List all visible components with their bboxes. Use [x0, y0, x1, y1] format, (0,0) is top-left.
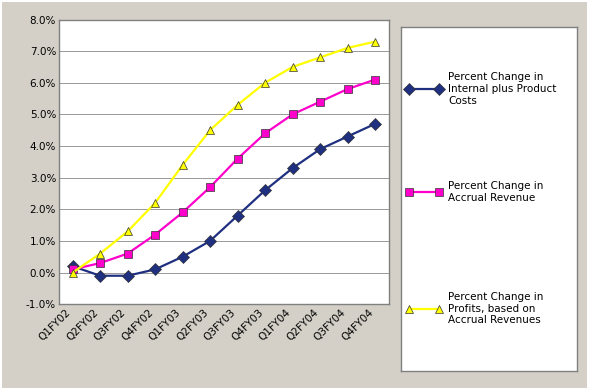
- Percent Change in
Accrual Revenue: [262, 131, 269, 136]
- Percent Change in
Internal plus Product
Costs: [344, 134, 351, 139]
- Percent Change in
Accrual Revenue: [151, 232, 158, 237]
- Percent Change in
Accrual Revenue: [372, 77, 379, 82]
- Percent Change in
Profits, based on
Accrual Revenues: [234, 103, 241, 107]
- Percent Change in
Accrual Revenue: [316, 99, 323, 104]
- Percent Change in
Profits, based on
Accrual Revenues: [69, 270, 76, 275]
- Line: Percent Change in
Profits, based on
Accrual Revenues: Percent Change in Profits, based on Accr…: [68, 37, 379, 277]
- Percent Change in
Accrual Revenue: [97, 261, 104, 266]
- Percent Change in
Accrual Revenue: [69, 267, 76, 272]
- Percent Change in
Accrual Revenue: [179, 210, 186, 215]
- Percent Change in
Internal plus Product
Costs: [234, 213, 241, 218]
- Percent Change in
Internal plus Product
Costs: [179, 254, 186, 259]
- Percent Change in
Profits, based on
Accrual Revenues: [372, 39, 379, 44]
- Percent Change in
Internal plus Product
Costs: [69, 264, 76, 269]
- Percent Change in
Profits, based on
Accrual Revenues: [207, 128, 214, 133]
- Line: Percent Change in
Internal plus Product
Costs: Percent Change in Internal plus Product …: [68, 120, 379, 280]
- Percent Change in
Internal plus Product
Costs: [97, 273, 104, 278]
- Percent Change in
Accrual Revenue: [344, 87, 351, 91]
- Percent Change in
Internal plus Product
Costs: [372, 122, 379, 126]
- Text: Percent Change in
Internal plus Product
Costs: Percent Change in Internal plus Product …: [448, 73, 557, 106]
- Percent Change in
Internal plus Product
Costs: [207, 239, 214, 243]
- Percent Change in
Profits, based on
Accrual Revenues: [344, 46, 351, 50]
- Percent Change in
Profits, based on
Accrual Revenues: [151, 200, 158, 205]
- Text: Percent Change in
Profits, based on
Accrual Revenues: Percent Change in Profits, based on Accr…: [448, 292, 544, 325]
- Percent Change in
Accrual Revenue: [207, 185, 214, 190]
- Percent Change in
Internal plus Product
Costs: [289, 166, 296, 170]
- Line: Percent Change in
Accrual Revenue: Percent Change in Accrual Revenue: [68, 75, 379, 273]
- Percent Change in
Profits, based on
Accrual Revenues: [124, 229, 131, 234]
- Text: Percent Change in
Accrual Revenue: Percent Change in Accrual Revenue: [448, 181, 544, 203]
- Percent Change in
Profits, based on
Accrual Revenues: [179, 163, 186, 167]
- Percent Change in
Profits, based on
Accrual Revenues: [289, 65, 296, 69]
- Percent Change in
Accrual Revenue: [124, 251, 131, 256]
- Percent Change in
Accrual Revenue: [234, 156, 241, 161]
- Percent Change in
Internal plus Product
Costs: [151, 267, 158, 272]
- Percent Change in
Internal plus Product
Costs: [262, 188, 269, 193]
- Percent Change in
Internal plus Product
Costs: [316, 147, 323, 152]
- Percent Change in
Profits, based on
Accrual Revenues: [97, 251, 104, 256]
- Percent Change in
Accrual Revenue: [289, 112, 296, 117]
- Percent Change in
Profits, based on
Accrual Revenues: [316, 55, 323, 60]
- Percent Change in
Profits, based on
Accrual Revenues: [262, 80, 269, 85]
- Percent Change in
Internal plus Product
Costs: [124, 273, 131, 278]
